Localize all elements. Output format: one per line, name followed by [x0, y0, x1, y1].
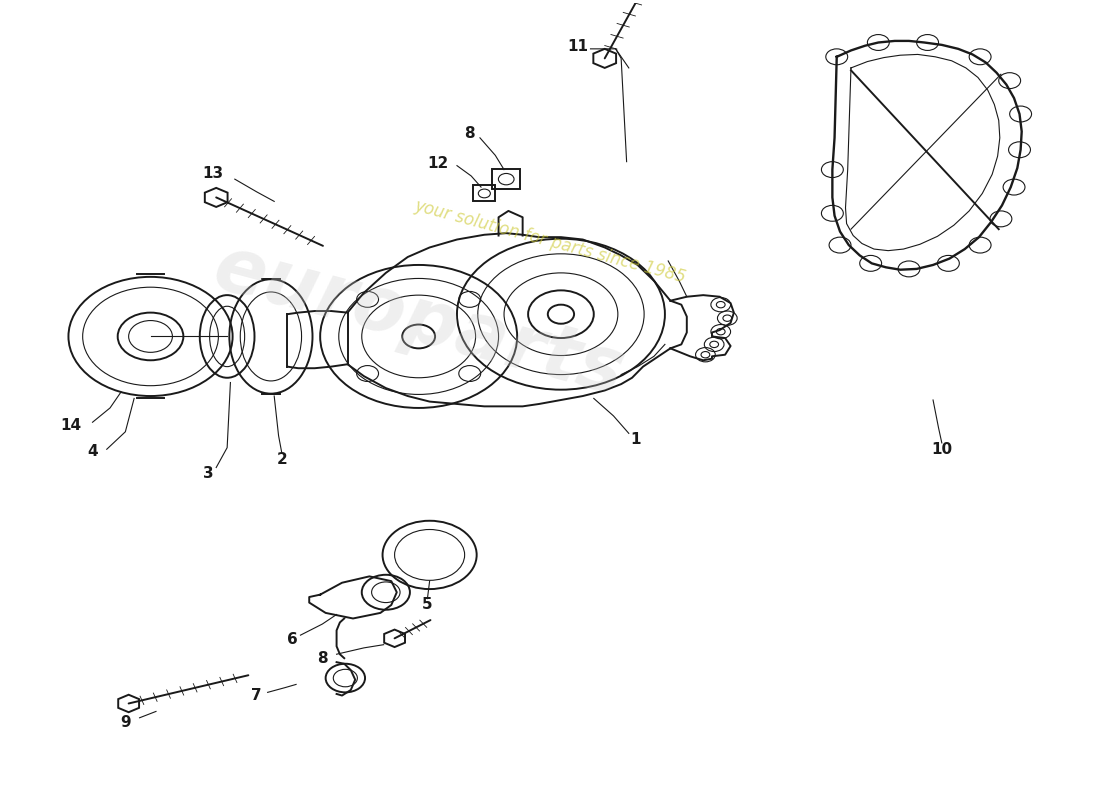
Text: 8: 8 — [464, 126, 474, 142]
Text: 10: 10 — [932, 442, 953, 457]
Text: 2: 2 — [276, 452, 287, 467]
Text: 4: 4 — [87, 444, 98, 459]
Text: 6: 6 — [287, 633, 298, 647]
Text: 7: 7 — [252, 688, 262, 703]
Text: your solution for parts since 1985: your solution for parts since 1985 — [412, 196, 688, 286]
Text: 12: 12 — [428, 156, 449, 170]
Text: 5: 5 — [422, 598, 432, 613]
Text: europarts: europarts — [206, 230, 632, 411]
Text: 9: 9 — [120, 715, 131, 730]
Text: 8: 8 — [317, 650, 328, 666]
Text: 3: 3 — [204, 466, 213, 481]
Text: 11: 11 — [566, 39, 587, 54]
Text: 1: 1 — [630, 432, 640, 447]
Text: 13: 13 — [202, 166, 223, 181]
Text: 14: 14 — [60, 418, 81, 433]
